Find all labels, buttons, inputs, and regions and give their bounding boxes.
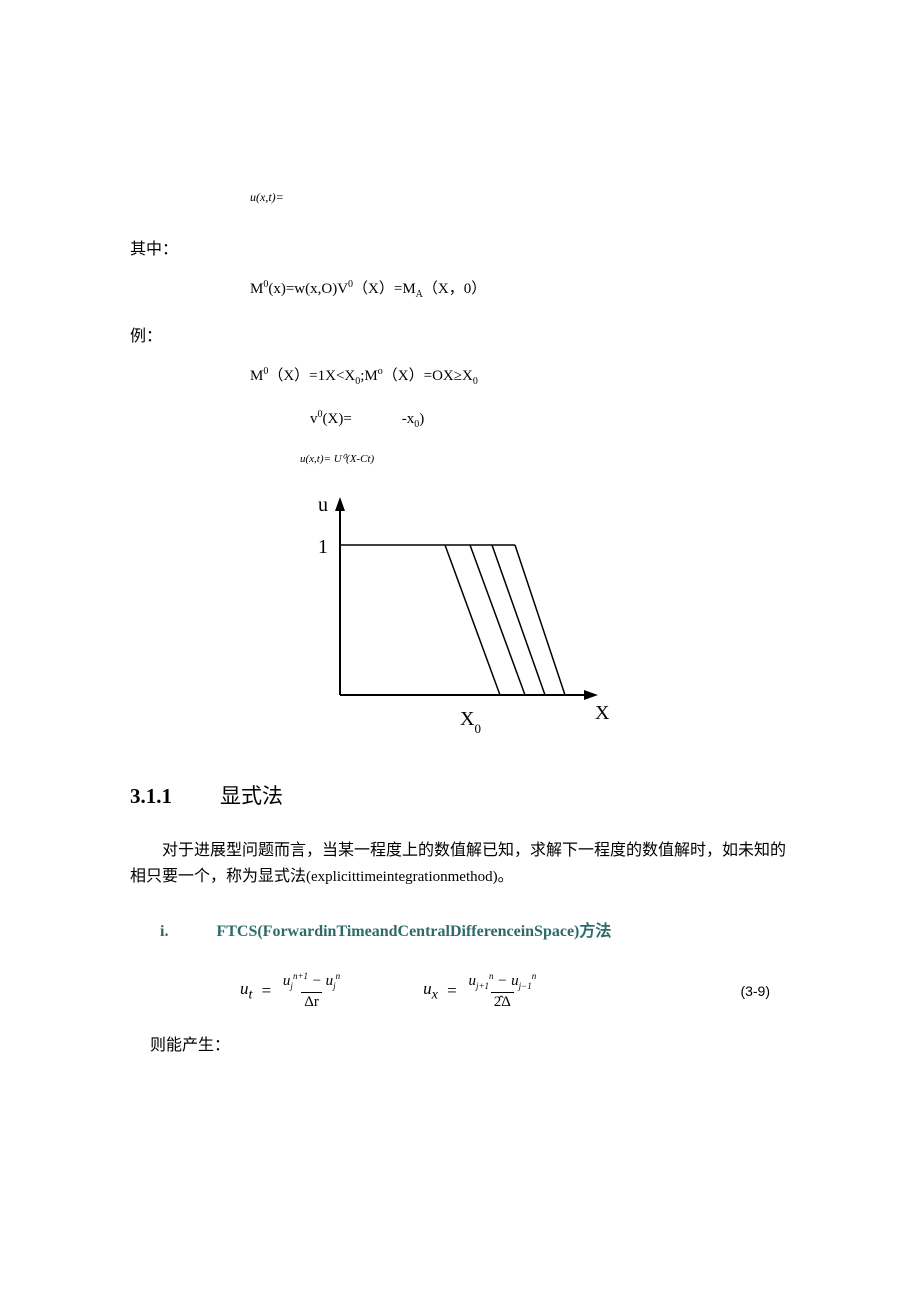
eq-sym: u [468, 973, 476, 989]
wave-diagram: u 1 X X0 [290, 485, 630, 750]
eq-text: ;M [360, 368, 378, 384]
section-heading: 3.1.1 显式法 [130, 780, 790, 810]
equation-uxt: u(x,t)= [250, 190, 790, 205]
eq-sym: u [240, 979, 249, 998]
eq-text: M [250, 281, 263, 297]
para-text: 。 [498, 868, 514, 885]
paragraph-explicit: 对于进展型问题而言，当某一程度上的数值解已知，求解下一程度的数值解时，如未知的相… [130, 838, 790, 889]
eq-text: v [310, 411, 318, 427]
equation-m0x-case: M0（X）=1X<X0;Mo（X）=OX≥X0 [250, 364, 790, 387]
equation-m0x: M0(x)=w(x,O)V0（X）=MA（X，0） [250, 277, 790, 300]
x0-label: X0 [460, 708, 481, 736]
section-title: 显式法 [220, 780, 283, 810]
one-label: 1 [318, 536, 328, 558]
eq-sub: t [249, 986, 253, 1002]
eq-text: (x)=w(x,O)V [268, 281, 348, 297]
equation-v0x: v0(X)=-x0) [310, 409, 790, 430]
para-roman: (explicittimeintegrationmethod) [306, 869, 498, 885]
label-produces: 则能产生： [150, 1031, 790, 1055]
equation-pair: ut = ujn+1 − ujn Δr ux = uj+1n − uj−1n 2… [240, 971, 539, 1011]
eq-text: -x [402, 411, 415, 427]
equation-number: (3-9) [740, 983, 770, 999]
eq-sym: u [511, 973, 519, 989]
sub-title-roman: FTCS(ForwardinTimeandCentralDifferencein… [216, 923, 579, 940]
eq-text: ) [419, 411, 424, 427]
subsection-number: i. [160, 923, 168, 941]
sub-title-cn: 方法 [579, 923, 611, 940]
equation-ut: ut = ujn+1 − ujn Δr [240, 971, 343, 1011]
eq-text: (X)= [323, 411, 352, 427]
equation-row-3-9: ut = ujn+1 − ujn Δr ux = uj+1n − uj−1n 2… [130, 971, 790, 1011]
eq-den: 2̂Δ [491, 992, 514, 1011]
eq-text: （X）=OX≥X [383, 368, 473, 384]
equation-uxt-solution: u(x,t)= U⁰(X-Ct) [300, 452, 790, 465]
eq-sub: x [432, 986, 438, 1002]
eq-text: （X）=M [353, 281, 416, 297]
eq-text: M [250, 368, 263, 384]
u-axis-label: u [318, 494, 328, 516]
label-example: 例： [130, 322, 790, 346]
equation-ux: ux = uj+1n − uj−1n 2̂Δ [423, 971, 539, 1011]
eq-text: （X）=1X<X [268, 368, 355, 384]
diagram-svg: u 1 X X0 [290, 485, 630, 745]
section-number: 3.1.1 [130, 784, 172, 809]
label-where: 其中： [130, 235, 790, 259]
eq-text: （X，0） [423, 281, 486, 297]
subsection-title: FTCS(ForwardinTimeandCentralDifferencein… [216, 917, 611, 941]
eq-den: Δr [301, 992, 322, 1011]
eq-sym: u [423, 979, 432, 998]
subsection-heading: i. FTCS(ForwardinTimeandCentralDifferenc… [160, 917, 790, 941]
x-axis-label: X [595, 702, 610, 724]
